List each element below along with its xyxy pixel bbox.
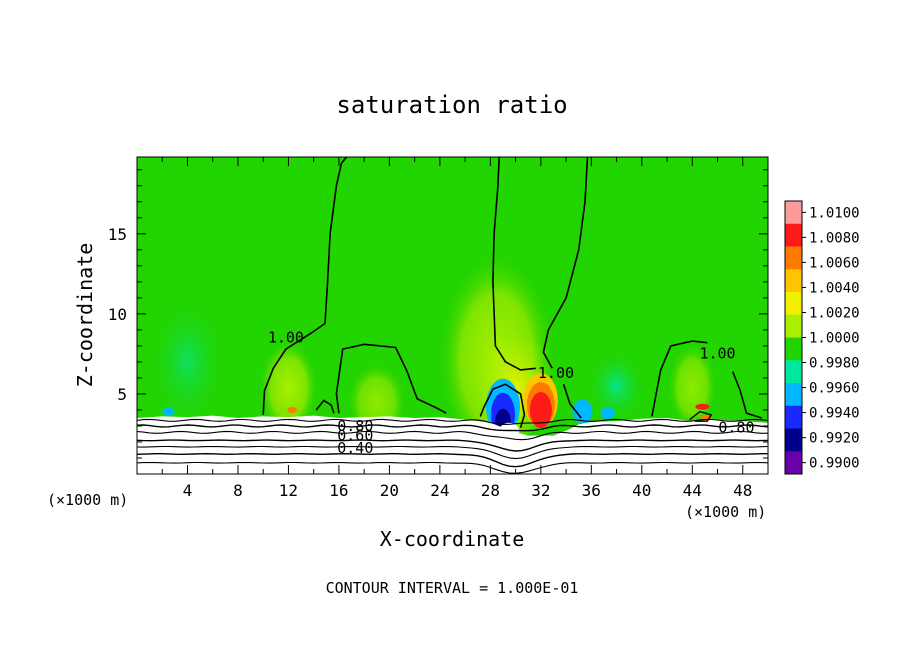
- plot-area: [137, 157, 768, 474]
- x-unit-left: (×1000 m): [47, 491, 128, 509]
- x-tick-label: 24: [430, 481, 449, 500]
- chart-title: saturation ratio: [336, 91, 567, 119]
- colorbar-label: 1.0080: [809, 230, 860, 246]
- contour-label: 0.40: [337, 439, 373, 457]
- contour-line-0-70: [137, 430, 768, 441]
- x-tick-label: 12: [279, 481, 298, 500]
- contour-label: 1.00: [268, 329, 304, 347]
- colorbar-label: 0.9940: [809, 406, 860, 422]
- colorbar-swatch: [785, 246, 802, 270]
- colorbar-swatch: [785, 223, 802, 247]
- x-axis: 4 8 12 16 20 24 28 32 36 40 44 48: [161, 157, 752, 500]
- x-tick-label: 8: [233, 481, 243, 500]
- contour-label: 1.00: [699, 345, 735, 363]
- colorbar-swatch: [785, 201, 802, 225]
- contour-label: 0.80: [718, 418, 754, 436]
- colorbar-label: 1.0020: [809, 305, 860, 321]
- contour-line-1-00: [262, 157, 348, 415]
- contour-line-1-00: [492, 157, 536, 371]
- contour-label: 1.00: [538, 364, 574, 382]
- colorbar-label: 0.9920: [809, 431, 860, 447]
- x-tick-label: 40: [632, 481, 651, 500]
- field-cyan-region: [147, 291, 228, 432]
- colorbar-label: 0.9980: [809, 356, 860, 372]
- contour-line-0-40: [137, 452, 768, 468]
- x-tick-label: 28: [481, 481, 500, 500]
- colorbar-swatch: [785, 360, 802, 384]
- field-blue-patch: [600, 407, 615, 420]
- colorbar-label: 1.0040: [809, 280, 860, 296]
- colorbar-label: 1.0000: [809, 331, 860, 347]
- y-tick-label: 5: [117, 385, 127, 404]
- field-orange-patch: [287, 406, 298, 413]
- colorbar: 1.0100 1.0080 1.0060 1.0040 1.0020 1.0000 0.99…: [784, 200, 860, 475]
- contour-line-1-00: [651, 340, 708, 417]
- contour-line-1-00: [315, 399, 335, 414]
- field-red-dome: [529, 391, 552, 428]
- y-tick-label: 10: [108, 305, 127, 324]
- field-cyan-region: [586, 347, 647, 424]
- colorbar-swatch: [785, 428, 802, 452]
- field-light-region: [346, 353, 407, 434]
- contour-label: 0.60: [337, 426, 373, 444]
- y-tick-label: 15: [108, 225, 127, 244]
- contour-line-0-50: [137, 445, 768, 460]
- x-tick-label: 16: [329, 481, 348, 500]
- colorbar-label: 0.9960: [809, 381, 860, 397]
- colorbar-label: 1.0100: [809, 205, 860, 221]
- field-blue-patch: [572, 399, 593, 424]
- plot-frame: [136, 156, 769, 475]
- x-tick-label: 20: [380, 481, 399, 500]
- contour-line-0-90: [137, 418, 768, 425]
- contour-lines: [137, 157, 768, 474]
- field-red-patch: [695, 403, 710, 410]
- contour-line-1-00: [542, 157, 589, 369]
- x-unit-right: (×1000 m): [685, 503, 766, 521]
- colorbar-swatch: [785, 337, 802, 361]
- colorbar-swatch: [785, 405, 802, 429]
- colorbar-swatch: [785, 451, 802, 475]
- x-tick-label: 4: [183, 481, 193, 500]
- x-tick-label: 36: [582, 481, 601, 500]
- field-light-region: [258, 327, 319, 428]
- colorbar-swatch: [785, 314, 802, 338]
- x-axis-label: X-coordinate: [380, 527, 525, 551]
- x-tick-label: 44: [683, 481, 702, 500]
- contour-line-1-00: [479, 383, 526, 428]
- field-blue-patch: [162, 407, 175, 416]
- colorbar-swatch: [785, 269, 802, 293]
- contour-line-1-00: [335, 343, 447, 414]
- contour-line-0-80: [137, 424, 768, 432]
- contour-line-1-00: [731, 371, 762, 419]
- x-tick-label: 48: [733, 481, 752, 500]
- contour-line-0-60: [137, 439, 768, 452]
- contour-interval-note: CONTOUR INTERVAL = 1.000E-01: [326, 579, 579, 597]
- contour-line-1-00: [689, 410, 713, 422]
- contour-line-1-00: [562, 384, 582, 419]
- y-axis: 5 10 15: [108, 169, 768, 459]
- colorbar-swatch: [785, 292, 802, 316]
- colorbar-label: 0.9900: [809, 456, 860, 472]
- contour-line-0-30: [137, 461, 768, 474]
- field-below-range: [137, 415, 768, 474]
- contour-labels: 1.001.001.000.800.600.400.80: [268, 329, 755, 457]
- y-axis-label: Z-coordinate: [73, 243, 97, 388]
- colorbar-label: 1.0060: [809, 255, 860, 271]
- field-light-region: [667, 332, 718, 423]
- colorbar-swatch: [785, 383, 802, 407]
- x-tick-label: 32: [531, 481, 550, 500]
- contour-label: 0.80: [337, 417, 373, 435]
